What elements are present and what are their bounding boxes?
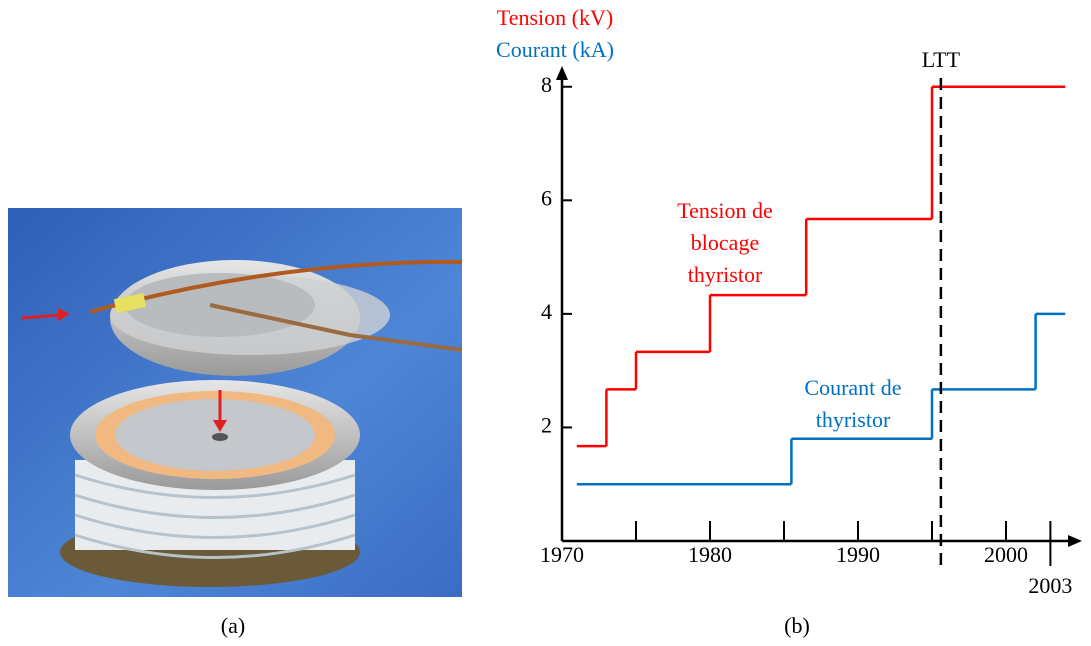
x-tick-label: 1970 (540, 542, 584, 567)
annotation: thyristor (688, 262, 763, 287)
caption: (b) (784, 613, 810, 638)
annotation: blocage (691, 230, 759, 255)
annotation: Courant de (804, 375, 901, 400)
reference-label: LTT (922, 47, 961, 72)
x-tick-label: 1980 (688, 542, 732, 567)
y-tick-label: 4 (541, 299, 552, 324)
y-tick-label: 8 (541, 72, 552, 97)
caption: (a) (221, 613, 245, 638)
y-tick-label: 6 (541, 185, 552, 210)
axis-label: Courant (kA) (496, 37, 614, 62)
x-axis-arrow (1068, 535, 1082, 547)
y-axis-arrow (556, 66, 568, 80)
annotation: thyristor (816, 407, 891, 432)
annotation: Tension de (677, 198, 773, 223)
x-tick-label: 1990 (836, 542, 880, 567)
figure: (a) (b) 2 4 6 8 1970 1980 1990 20002003 Tension … (0, 0, 1091, 646)
y-tick-label: 2 (541, 412, 552, 437)
chart (556, 66, 1082, 547)
axis-label: Tension (kV) (497, 5, 613, 30)
x-tick-label: 2003 (1028, 573, 1072, 598)
photo (8, 208, 462, 597)
x-tick-label: 2000 (984, 542, 1028, 567)
